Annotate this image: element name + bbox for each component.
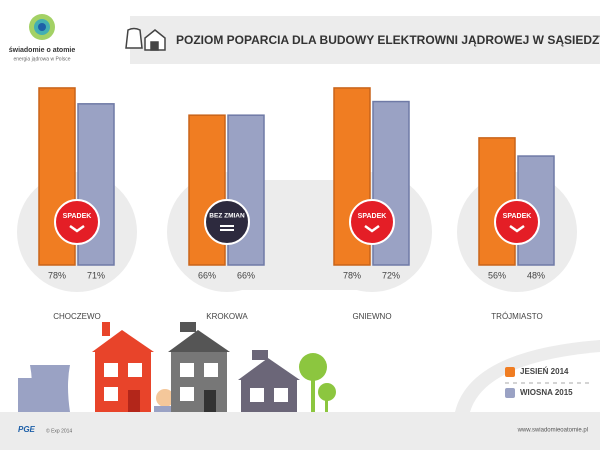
badge: SPADEK [494,199,540,245]
badge-circle [349,199,395,245]
badge-label: SPADEK [63,213,92,220]
value-label: 78% [48,270,66,280]
badge-label: SPADEK [503,213,532,220]
header-band [130,16,600,64]
badge-label: SPADEK [358,213,387,220]
value-label: 71% [87,270,105,280]
legend-swatch [505,367,515,377]
badge-circle [494,199,540,245]
footer-copyright: © Exp 2014 [46,427,72,434]
houses [18,322,336,414]
chart-title: POZIOM POPARCIA DLA BUDOWY ELEKTROWNI JĄ… [176,33,600,47]
category-label: CHOCZEWO [53,312,101,321]
brand-tagline: energia jądrowa w Polsce [14,56,71,62]
badge-arrow [509,224,525,233]
value-label: 78% [343,270,361,280]
footer-band [0,412,600,450]
value-label: 66% [198,270,216,280]
footer-url: www.swiadomieoatomie.pl [517,428,588,434]
category-label: TRÓJMIASTO [491,312,542,321]
badge-label: BEZ ZMIAN [209,213,245,220]
value-label: 72% [382,270,400,280]
badge: BEZ ZMIAN [204,199,250,245]
legend-swatch [505,388,515,398]
brand-name: świadomie o atomie [9,47,76,54]
legend-label: JESIEŃ 2014 [520,367,569,376]
value-label: 56% [488,270,506,280]
value-label: 48% [527,270,545,280]
badge: SPADEK [54,199,100,245]
value-label: 66% [237,270,255,280]
badge-arrow [69,224,85,233]
legend-label: WIOSNA 2015 [520,388,573,397]
badge-arrow [364,224,380,233]
badge-circle [54,199,100,245]
category-label: GNIEWNO [352,312,391,321]
category-label: KROKOWA [206,312,248,321]
header-icon [125,27,166,51]
badge-circle [204,199,250,245]
badge: SPADEK [349,199,395,245]
logo [29,14,55,40]
legend-panel [470,352,600,412]
footer-logo: PGE [18,425,36,434]
